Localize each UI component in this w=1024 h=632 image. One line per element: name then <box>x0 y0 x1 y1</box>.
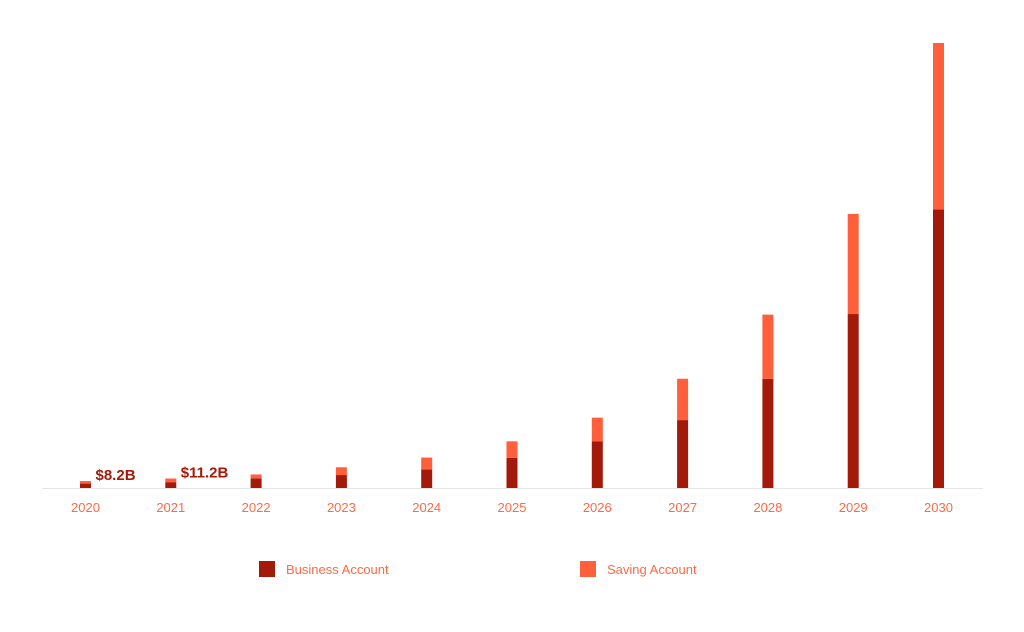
bar-saving-2025 <box>506 441 518 458</box>
bar-saving-2027 <box>677 378 689 421</box>
legend-item-saving: Saving Account <box>580 561 697 577</box>
bar-business-2021 <box>165 482 177 488</box>
bar-saving-2021 <box>165 478 177 483</box>
x-tick-label-2023: 2023 <box>327 500 356 515</box>
x-tick-label-2029: 2029 <box>839 500 868 515</box>
bar-business-2022 <box>250 478 262 488</box>
x-tick-label-2020: 2020 <box>71 500 100 515</box>
bar-saving-2024 <box>421 457 433 470</box>
bar-business-2023 <box>335 475 347 488</box>
bar-saving-2026 <box>591 417 603 442</box>
data-labels: $8.2B $11.2B <box>96 465 229 485</box>
bar-saving-2029 <box>847 213 859 315</box>
legend-label-business: Business Account <box>286 561 389 577</box>
bar-saving-2020 <box>80 481 91 484</box>
legend-item-business: Business Account <box>259 561 389 577</box>
legend-swatch-business <box>259 561 275 577</box>
bar-business-2029 <box>847 314 859 488</box>
bar-business-2026 <box>591 441 603 488</box>
bar-saving-2022 <box>250 474 262 479</box>
bar-saving-2028 <box>762 314 774 379</box>
x-tick-label-2024: 2024 <box>412 500 441 515</box>
legend-label-saving: Saving Account <box>607 561 697 577</box>
x-tick-label-2025: 2025 <box>498 500 527 515</box>
bar-business-2020 <box>80 483 91 488</box>
bars-group <box>80 42 944 488</box>
x-tick-label-2026: 2026 <box>583 500 612 515</box>
x-tick-labels: 2020 2021 2022 2023 2024 2025 2026 2027 2028 2029… <box>71 500 953 515</box>
bar-business-2028 <box>762 378 774 488</box>
bar-saving-2023 <box>335 467 347 476</box>
legend-swatch-saving <box>580 561 596 577</box>
bar-saving-2030 <box>933 42 944 210</box>
data-label-2021: $11.2B <box>181 465 229 482</box>
bar-business-2024 <box>421 469 433 488</box>
x-tick-label-2021: 2021 <box>156 500 185 515</box>
bar-business-2027 <box>677 420 689 488</box>
bar-business-2030 <box>933 209 944 488</box>
x-tick-label-2027: 2027 <box>668 500 697 515</box>
x-tick-label-2022: 2022 <box>242 500 271 515</box>
bar-business-2025 <box>506 457 518 488</box>
x-tick-label-2030: 2030 <box>924 500 953 515</box>
data-label-2020: $8.2B <box>96 467 136 484</box>
x-tick-label-2028: 2028 <box>753 500 782 515</box>
